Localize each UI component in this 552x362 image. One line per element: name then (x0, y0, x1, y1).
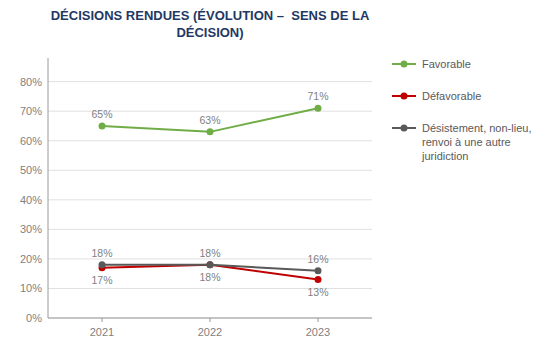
point (315, 267, 322, 274)
grid-line (48, 229, 372, 230)
series-group (99, 105, 322, 283)
y-tick-label: 60% (20, 135, 42, 147)
legend-label: Désistement, non-lieu, renvoi à une autre… (421, 122, 531, 162)
legend-label-line: Favorable (422, 58, 471, 70)
legend-label: Défavorable (422, 90, 481, 102)
data-label: 71% (307, 90, 328, 102)
series-line (102, 108, 318, 132)
x-tick (102, 318, 103, 322)
y-tick-label: 20% (20, 253, 42, 265)
point (99, 261, 106, 268)
legend-marker (401, 61, 408, 68)
point (315, 105, 322, 112)
y-tick-label: 10% (20, 282, 42, 294)
grid-line (48, 81, 372, 82)
grid-line (48, 170, 372, 171)
data-labels: 65% 63% 71% 17% 18% 13% 18% 18% 16% (91, 90, 328, 297)
data-label: 13% (307, 286, 328, 298)
grid (48, 82, 372, 318)
chart: DÉCISIONS RENDUES (ÉVOLUTION – SENS DE L… (0, 0, 552, 362)
x-tick-label: 2022 (198, 326, 222, 338)
data-label: 17% (91, 274, 112, 286)
point (207, 261, 214, 268)
y-tick-label: 80% (20, 76, 42, 88)
y-tick-label: 40% (20, 194, 42, 206)
legend-marker (401, 93, 408, 100)
legend-label-line: juridiction (421, 150, 468, 162)
legend-marker (401, 125, 408, 132)
x-tick (210, 318, 211, 322)
data-label: 63% (199, 114, 220, 126)
point (207, 261, 214, 268)
legend-label-line: renvoi à une autre (422, 136, 511, 148)
y-tick-label: 50% (20, 164, 42, 176)
y-tick-label: 0% (26, 312, 42, 324)
y-axis-line (48, 58, 49, 318)
data-label: 18% (91, 247, 112, 259)
legend-label-line: Désistement, non-lieu, (422, 122, 531, 134)
x-tick-label: 2023 (306, 326, 330, 338)
data-label: 18% (199, 271, 220, 283)
title-line: DÉCISION) (176, 25, 243, 40)
legend: Favorable Défavorable Désistement, non-lie… (392, 58, 531, 162)
legend-label: Favorable (422, 58, 471, 70)
x-tick (318, 318, 319, 322)
data-label: 65% (91, 108, 112, 120)
data-label: 18% (199, 247, 220, 259)
title: DÉCISIONS RENDUES (ÉVOLUTION – SENS DE L… (51, 8, 370, 40)
x-tick-label: 2021 (90, 326, 114, 338)
grid-line (48, 199, 372, 200)
point (315, 276, 322, 283)
point (99, 122, 106, 129)
point (207, 128, 214, 135)
legend-label-line: Défavorable (422, 90, 481, 102)
grid-line (48, 140, 372, 141)
y-tick-label: 30% (20, 223, 42, 235)
y-tick-label: 70% (20, 105, 42, 117)
title-line: DÉCISIONS RENDUES (ÉVOLUTION – SENS DE L… (51, 8, 370, 23)
data-label: 16% (307, 253, 328, 265)
